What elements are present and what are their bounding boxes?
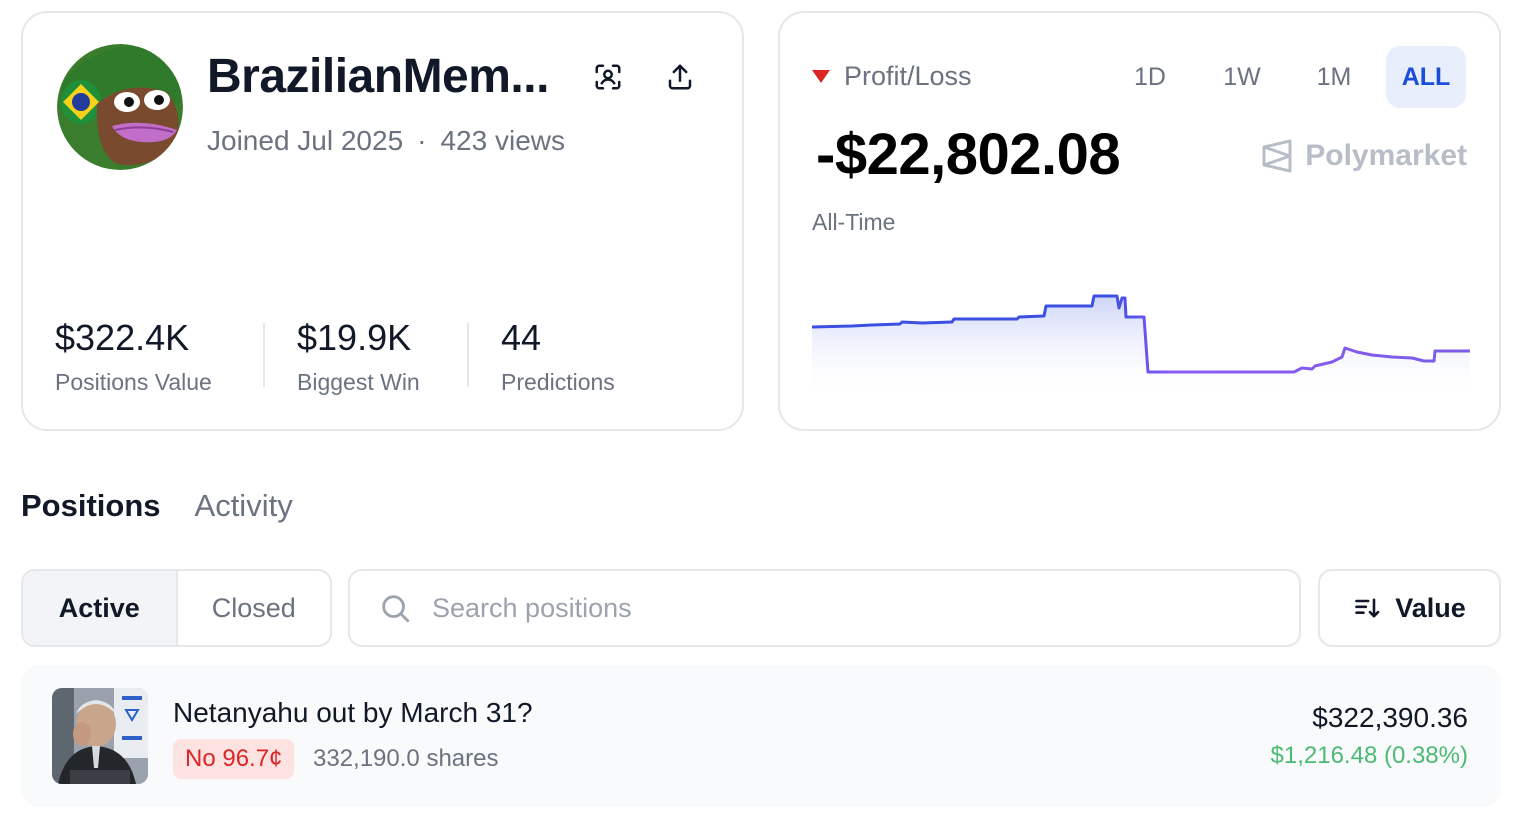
tab-activity[interactable]: Activity xyxy=(194,488,293,523)
stat-label: Biggest Win xyxy=(297,369,420,395)
search-input[interactable] xyxy=(432,592,1252,624)
closed-filter-button[interactable]: Closed xyxy=(211,592,296,623)
sort-label: Value xyxy=(1395,592,1466,623)
range-tab-1w[interactable]: 1W xyxy=(1223,62,1261,91)
stat-value: $322.4K xyxy=(55,317,190,358)
position-row[interactable]: Netanyahu out by March 31? No 96.7¢ 332,… xyxy=(21,665,1501,807)
search-icon xyxy=(382,595,410,623)
tab-positions[interactable]: Positions xyxy=(21,488,161,523)
shares-count: 332,190.0 shares xyxy=(313,745,499,772)
pnl-value: -$22,802.08 xyxy=(816,122,1121,187)
stat-predictions: 44 Predictions xyxy=(501,317,615,396)
profile-avatar xyxy=(57,44,183,170)
market-thumbnail xyxy=(52,688,148,784)
pnl-header: Profit/Loss xyxy=(812,61,972,92)
range-tab-1d[interactable]: 1D xyxy=(1134,62,1166,91)
joined-date: Joined Jul 2025 xyxy=(207,125,404,156)
pnl-label: Profit/Loss xyxy=(844,61,972,91)
stat-divider xyxy=(263,323,265,387)
profile-scan-icon[interactable] xyxy=(588,57,628,97)
stat-value: 44 xyxy=(501,317,542,358)
meta-separator: · xyxy=(417,125,427,156)
profile-card: BrazilianMem... Joined Jul 2025 · 423 view… xyxy=(21,11,744,431)
view-count: 423 views xyxy=(440,125,565,156)
stat-positions-value: $322.4K Positions Value xyxy=(55,317,212,396)
range-tabs: 1D 1W 1M ALL xyxy=(1110,46,1466,108)
polymarket-brand: Polymarket xyxy=(1261,139,1467,173)
sort-button[interactable]: Value xyxy=(1318,569,1501,647)
down-triangle-icon xyxy=(812,70,830,83)
username: BrazilianMem... xyxy=(207,50,549,103)
pnl-chart-area xyxy=(812,296,1470,398)
stat-biggest-win: $19.9K Biggest Win xyxy=(297,317,420,396)
status-toggle: Active Closed xyxy=(21,569,332,647)
pnl-chart xyxy=(812,294,1470,398)
profit-loss-card: Profit/Loss 1D 1W 1M ALL -$22,802.08 Pol… xyxy=(778,11,1501,431)
market-title[interactable]: Netanyahu out by March 31? xyxy=(173,697,533,728)
search-box xyxy=(348,569,1301,647)
stat-divider xyxy=(467,323,469,387)
stat-value: $19.9K xyxy=(297,317,412,358)
outcome-badge: No 96.7¢ xyxy=(173,739,295,779)
active-filter-button[interactable]: Active xyxy=(23,571,178,645)
position-pnl: $1,216.48 (0.38%) xyxy=(1270,742,1468,769)
profile-meta: Joined Jul 2025 · 423 views xyxy=(207,125,565,157)
share-icon[interactable] xyxy=(660,57,700,97)
range-tab-all[interactable]: ALL xyxy=(1386,46,1466,108)
position-value: $322,390.36 xyxy=(1312,702,1468,733)
sort-icon xyxy=(1355,598,1380,618)
stat-label: Predictions xyxy=(501,369,615,395)
brand-name: Polymarket xyxy=(1305,139,1467,172)
pnl-chart-line xyxy=(812,294,1470,374)
stat-label: Positions Value xyxy=(55,369,212,395)
main-tabs: Positions Activity xyxy=(21,488,293,524)
range-tab-1m[interactable]: 1M xyxy=(1316,62,1352,91)
polymarket-logo-icon xyxy=(1262,139,1292,173)
pnl-period: All-Time xyxy=(812,209,896,235)
